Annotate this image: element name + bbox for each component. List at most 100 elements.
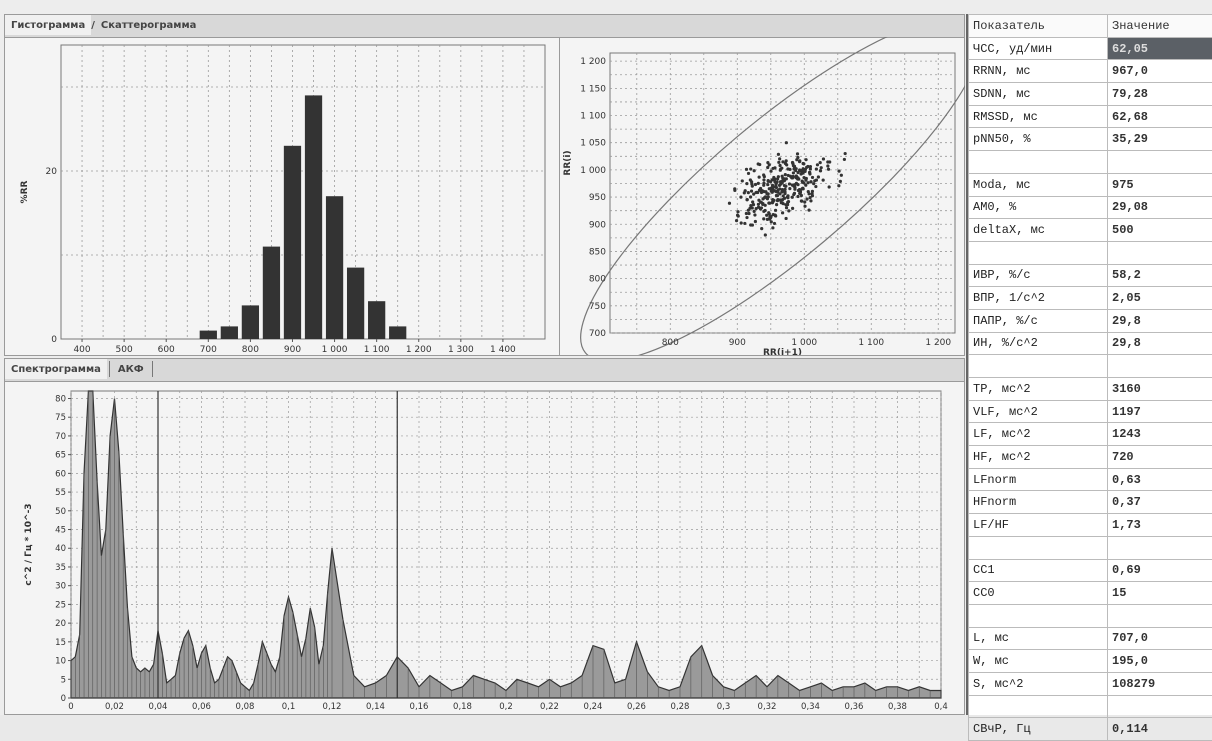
parameter-name: LFnorm xyxy=(969,468,1108,491)
parameter-name: CC0 xyxy=(969,582,1108,605)
tab-acf[interactable]: АКФ xyxy=(112,359,150,379)
scatter-point xyxy=(758,176,761,179)
parameter-name xyxy=(969,695,1108,718)
scatter-point xyxy=(839,180,842,183)
x-tick-label: 0,08 xyxy=(236,702,255,712)
parameter-name: HF, мс^2 xyxy=(969,446,1108,469)
scatter-point xyxy=(764,190,767,193)
table-row[interactable]: pNN50, %35,29 xyxy=(969,128,1212,151)
scatter-point xyxy=(768,217,771,220)
table-row[interactable]: AM0, %29,08 xyxy=(969,196,1212,219)
y-tick-label: 70 xyxy=(55,432,66,442)
y-tick-label: 850 xyxy=(589,247,606,257)
y-axis-label: с^2 / Гц * 10^-3 xyxy=(24,503,34,585)
y-tick-label: 700 xyxy=(589,329,606,339)
x-tick-label: 1 200 xyxy=(925,338,951,348)
scatter-point xyxy=(802,162,805,165)
x-tick-label: 1 100 xyxy=(364,345,390,355)
scatter-point xyxy=(786,167,789,170)
y-tick-label: 65 xyxy=(55,451,66,461)
x-tick-label: 0,38 xyxy=(888,702,907,712)
scatter-point xyxy=(782,194,785,197)
header-parameter[interactable]: Показатель xyxy=(969,15,1108,38)
scatter-point xyxy=(749,204,752,207)
parameter-value: 79,28 xyxy=(1108,83,1212,106)
parameter-value: 62,05 xyxy=(1108,37,1212,60)
scatter-point xyxy=(801,169,804,172)
scatter-point xyxy=(805,177,808,180)
scatter-point xyxy=(798,169,801,172)
scatter-point xyxy=(817,175,820,178)
tab-histogram[interactable]: Гистограмма xyxy=(5,15,91,35)
scatter-point xyxy=(773,222,776,225)
parameter-name xyxy=(969,536,1108,559)
tab-scatter[interactable]: Скаттерограмма xyxy=(95,15,203,35)
tab-spectrogram[interactable]: Спектрограмма xyxy=(5,359,107,379)
scatter-point xyxy=(766,183,769,186)
scatter-point xyxy=(811,190,814,193)
table-row[interactable] xyxy=(969,695,1212,718)
header-value[interactable]: Значение xyxy=(1108,15,1212,38)
scatter-point xyxy=(783,184,786,187)
table-row[interactable] xyxy=(969,604,1212,627)
scatter-point xyxy=(775,203,778,206)
scatter-point xyxy=(795,176,798,179)
scatter-point xyxy=(753,213,756,216)
scatter-point xyxy=(764,195,767,198)
table-row[interactable] xyxy=(969,355,1212,378)
table-row[interactable] xyxy=(969,151,1212,174)
table-row[interactable] xyxy=(969,241,1212,264)
scatter-point xyxy=(781,211,784,214)
scatter-point xyxy=(750,190,753,193)
x-tick-label: 0,36 xyxy=(845,702,864,712)
parameter-value: 967,0 xyxy=(1108,60,1212,83)
scatter-point xyxy=(819,169,822,172)
table-row[interactable] xyxy=(969,536,1212,559)
histogram-bar xyxy=(242,305,259,339)
scatter-point xyxy=(745,168,748,171)
x-tick-label: 0,4 xyxy=(934,702,948,712)
parameter-name: ПАПР, %/с xyxy=(969,309,1108,332)
x-tick-label: 0,22 xyxy=(540,702,559,712)
y-tick-label: 750 xyxy=(589,302,606,312)
scatter-point xyxy=(793,165,796,168)
x-tick-label: 0,16 xyxy=(410,702,429,712)
parameter-value: 35,29 xyxy=(1108,128,1212,151)
scatter-point xyxy=(796,156,799,159)
x-tick-label: 0,18 xyxy=(453,702,472,712)
top-tab-bar: Гистограмма/Скаттерограмма xyxy=(5,15,964,38)
parameter-name: СВчР, Гц xyxy=(969,718,1108,741)
scatter-point xyxy=(783,177,786,180)
scatter-point xyxy=(736,214,739,217)
scatter-point xyxy=(820,166,823,169)
scatter-point xyxy=(809,199,812,202)
x-tick-label: 900 xyxy=(729,338,746,348)
scatter-point xyxy=(828,160,831,163)
scatter-point xyxy=(801,181,804,184)
y-tick-label: 75 xyxy=(55,413,66,423)
